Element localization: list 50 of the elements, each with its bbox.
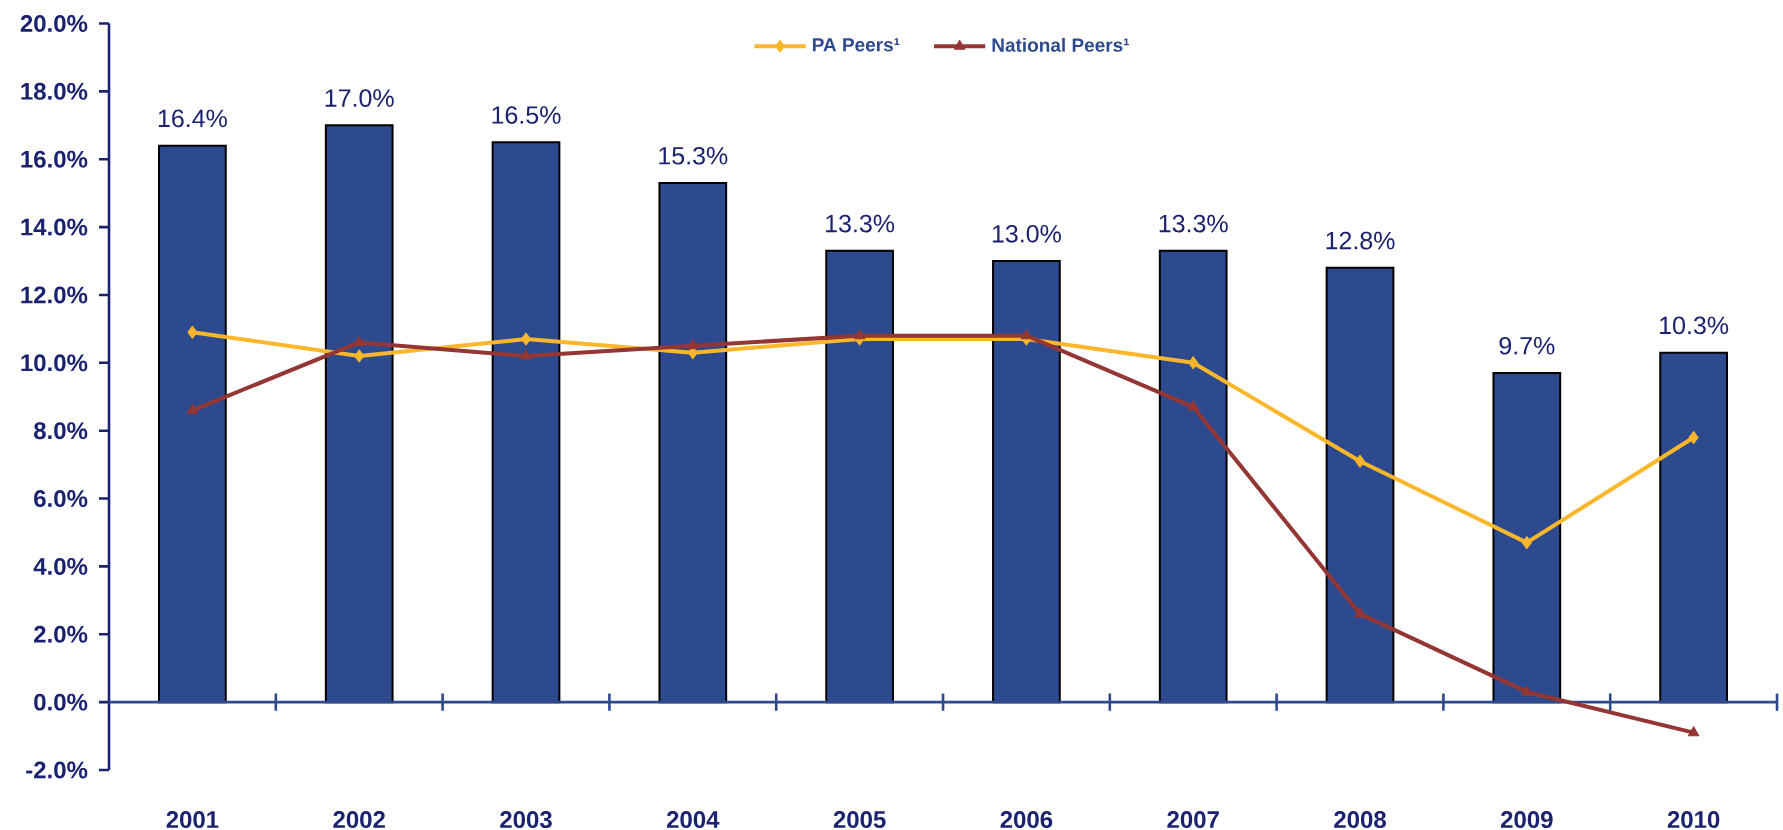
- y-tick-label: 14.0%: [21, 218, 88, 236]
- x-tick-label: 2008: [1334, 811, 1386, 829]
- legend-label: PA Peers¹: [812, 38, 900, 52]
- point: [1355, 454, 1366, 468]
- x-tick-label: 2009: [1500, 811, 1553, 829]
- point: [1020, 329, 1033, 340]
- y-tick-label: 18.0%: [21, 82, 88, 100]
- point: [1187, 400, 1199, 411]
- legend-label: National Peers¹: [992, 37, 1129, 52]
- data-label: 13.3%: [1159, 214, 1228, 233]
- x-tick-label: 2005: [833, 811, 886, 829]
- point: [687, 346, 698, 360]
- point: [1521, 685, 1533, 696]
- point: [1188, 356, 1199, 370]
- y-tick-label: 20.0%: [20, 15, 88, 32]
- x-tick-label: 2006: [1000, 811, 1053, 829]
- x-tick-label: 2001: [166, 811, 219, 829]
- x-tick-label: 2007: [1167, 811, 1219, 829]
- point: [1688, 430, 1699, 444]
- point: [186, 403, 199, 414]
- data-label: 13.3%: [826, 214, 895, 233]
- data-label: 12.8%: [1326, 231, 1395, 250]
- data-label: 16.5%: [492, 106, 561, 124]
- x-tick-label: 2003: [500, 811, 552, 829]
- y-tick-label: 16.0%: [21, 150, 88, 168]
- y-tick-label: 6.0%: [34, 490, 88, 508]
- point: [354, 349, 365, 363]
- y-tick-label: 8.0%: [33, 422, 88, 440]
- data-label: 15.3%: [659, 146, 728, 165]
- data-label: 9.7%: [1499, 336, 1555, 355]
- point: [853, 329, 866, 340]
- point: [1687, 726, 1700, 737]
- y-tick-label: 12.0%: [21, 286, 88, 304]
- point: [187, 325, 198, 339]
- point: [687, 339, 699, 350]
- point: [521, 332, 532, 346]
- x-tick-label: 2004: [666, 811, 720, 829]
- y-tick-label: 10.0%: [21, 354, 88, 372]
- data-label: 17.0%: [325, 89, 394, 107]
- y-tick-label: -2.0%: [26, 761, 88, 779]
- y-tick-label: 4.0%: [33, 557, 88, 575]
- data-label: 16.4%: [158, 109, 227, 128]
- point: [1521, 536, 1532, 550]
- y-tick-label: 0.0%: [34, 693, 88, 711]
- data-label: 13.0%: [992, 224, 1061, 243]
- y-tick-label: 2.0%: [34, 625, 88, 643]
- data-label: 10.3%: [1660, 316, 1729, 335]
- point: [520, 349, 532, 360]
- x-tick-label: 2002: [333, 811, 385, 829]
- x-tick-label: 2010: [1667, 811, 1720, 829]
